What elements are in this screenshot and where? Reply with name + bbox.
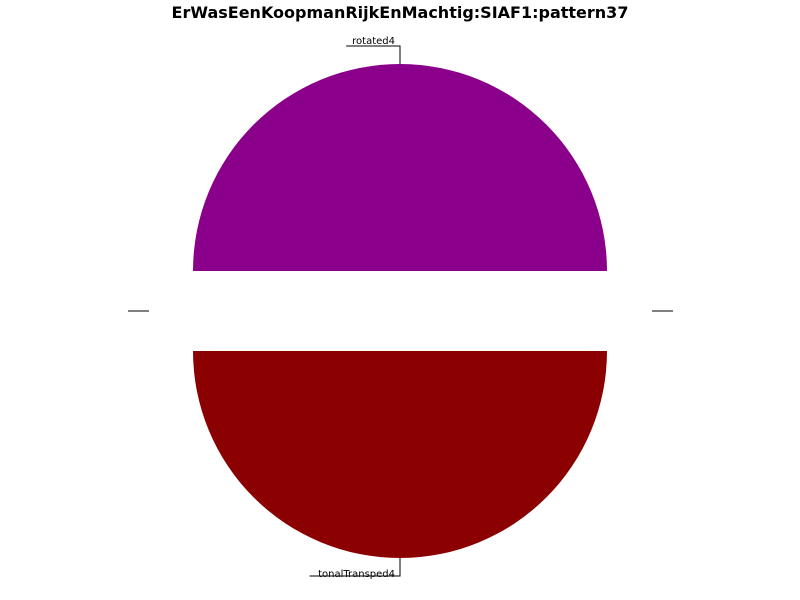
leader-line-tonalTransped4 bbox=[309, 558, 401, 577]
slice-label-tonalTransped4: tonalTransped4 bbox=[318, 569, 395, 580]
slice-labels: rotated4 tonalTransped4 bbox=[318, 36, 395, 580]
leader-line-rotated4 bbox=[346, 45, 401, 64]
pie-slices bbox=[193, 64, 607, 558]
slice-label-rotated4: rotated4 bbox=[352, 36, 395, 47]
pie-slice-tonalTransped4 bbox=[193, 351, 607, 558]
pie-slice-rotated4 bbox=[193, 64, 607, 271]
chart-title: ErWasEenKoopmanRijkEnMachtig:SIAF1:patte… bbox=[171, 3, 629, 22]
label-leaders bbox=[309, 45, 401, 577]
